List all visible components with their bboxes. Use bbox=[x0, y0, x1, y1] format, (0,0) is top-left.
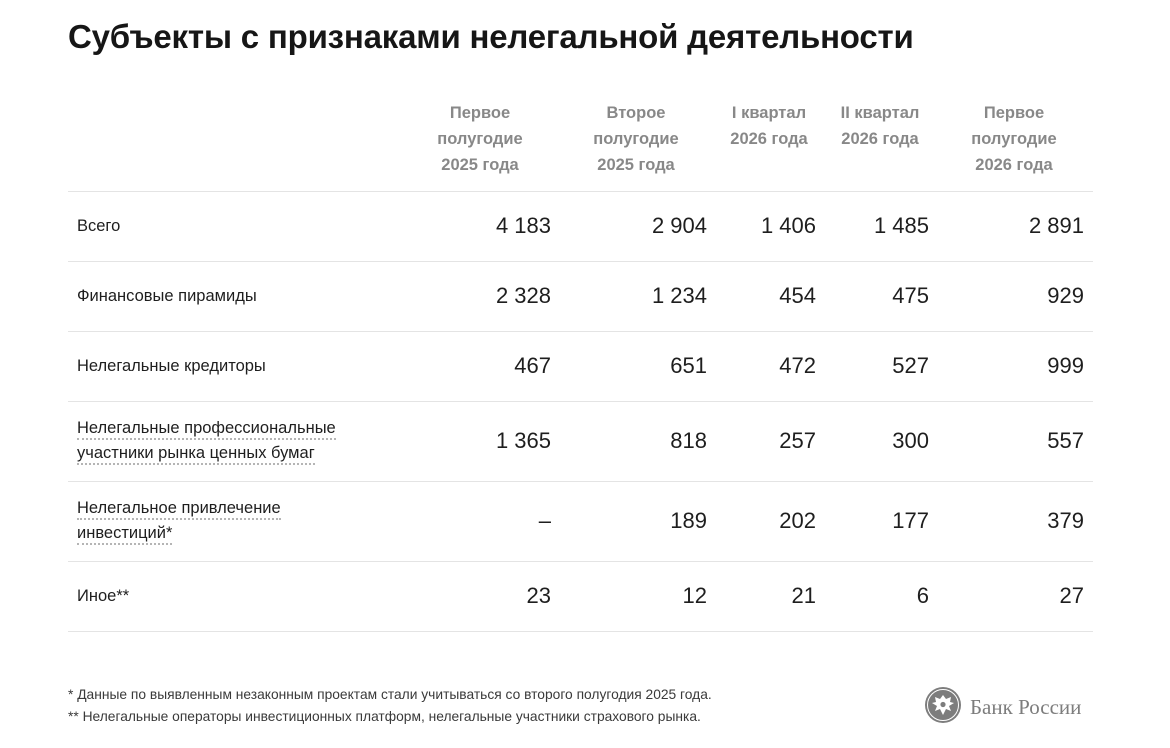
footnote: ** Нелегальные операторы инвестиционных … bbox=[68, 709, 701, 724]
cell-value: – bbox=[538, 508, 551, 533]
cell-value: 475 bbox=[892, 283, 929, 308]
cell-value: 379 bbox=[1047, 508, 1084, 533]
table-row: Нелегальные кредиторы 467 651 472 527 99… bbox=[68, 332, 1093, 402]
cell-value: 527 bbox=[892, 353, 929, 378]
cell-value: 467 bbox=[514, 353, 551, 378]
cell-value: 12 bbox=[682, 583, 707, 608]
row-label[interactable]: Нелегальные профессиональные участники р… bbox=[77, 416, 336, 466]
cell-value: 257 bbox=[779, 428, 816, 453]
bank-logo: Банк России bbox=[924, 686, 1081, 729]
column-header: Первое полугодие 2025 года bbox=[437, 104, 523, 174]
table-header: Первое полугодие 2025 года Второе полуго… bbox=[68, 100, 1093, 192]
row-label: Нелегальные кредиторы bbox=[77, 357, 266, 375]
column-header: I квартал 2026 года bbox=[730, 104, 808, 148]
cell-value: 1 406 bbox=[760, 213, 816, 238]
cell-value: 189 bbox=[670, 508, 707, 533]
cell-value: 999 bbox=[1047, 353, 1084, 378]
cell-value: 818 bbox=[670, 428, 707, 453]
column-header: Первое полугодие 2026 года bbox=[971, 104, 1057, 174]
cell-value: 177 bbox=[892, 508, 929, 533]
column-header: II квартал 2026 года bbox=[840, 104, 920, 148]
cell-value: 2 904 bbox=[651, 213, 707, 238]
cell-value: 929 bbox=[1047, 283, 1084, 308]
column-header: Второе полугодие 2025 года bbox=[593, 104, 679, 174]
cell-value: 2 891 bbox=[1028, 213, 1084, 238]
cell-value: 1 234 bbox=[651, 283, 707, 308]
table-row: Иное** 23 12 21 6 27 bbox=[68, 562, 1093, 632]
page-title: Субъекты с признаками нелегальной деятел… bbox=[68, 18, 914, 55]
cell-value: 4 183 bbox=[495, 213, 551, 238]
cell-value: 1 485 bbox=[873, 213, 929, 238]
table-row: Финансовые пирамиды 2 328 1 234 454 475 … bbox=[68, 262, 1093, 332]
table-row: Всего 4 183 2 904 1 406 1 485 2 891 bbox=[68, 192, 1093, 262]
row-label-line[interactable]: инвестиций* bbox=[77, 524, 173, 545]
data-table: Первое полугодие 2025 года Второе полуго… bbox=[68, 100, 1093, 632]
table-row: Нелегальное привлечение инвестиций* – 18… bbox=[68, 482, 1093, 562]
footnote: * Данные по выявленным незаконным проект… bbox=[68, 687, 712, 702]
table-row: Нелегальные профессиональные участники р… bbox=[68, 402, 1093, 482]
cell-value: 557 bbox=[1047, 428, 1084, 453]
row-label-line[interactable]: Нелегальные профессиональные bbox=[77, 419, 336, 440]
cell-value: 1 365 bbox=[495, 428, 551, 453]
bank-name: Банк России bbox=[970, 695, 1082, 719]
cell-value: 27 bbox=[1059, 583, 1084, 608]
cell-value: 300 bbox=[892, 428, 929, 453]
row-label-line[interactable]: Нелегальное привлечение bbox=[77, 499, 281, 520]
row-label: Всего bbox=[77, 217, 121, 235]
eagle-emblem-icon bbox=[924, 686, 962, 729]
cell-value: 454 bbox=[779, 283, 816, 308]
row-label[interactable]: Нелегальное привлечение инвестиций* bbox=[77, 496, 281, 546]
cell-value: 651 bbox=[670, 353, 707, 378]
footnotes: * Данные по выявленным незаконным проект… bbox=[68, 684, 712, 728]
cell-value: 23 bbox=[526, 583, 551, 608]
cell-value: 472 bbox=[779, 353, 816, 378]
cell-value: 2 328 bbox=[495, 283, 551, 308]
row-label: Иное** bbox=[77, 587, 130, 605]
row-label: Финансовые пирамиды bbox=[77, 287, 257, 305]
row-label-line[interactable]: участники рынка ценных бумаг bbox=[77, 444, 315, 465]
cell-value: 202 bbox=[779, 508, 816, 533]
cell-value: 21 bbox=[791, 583, 816, 608]
cell-value: 6 bbox=[916, 583, 929, 608]
